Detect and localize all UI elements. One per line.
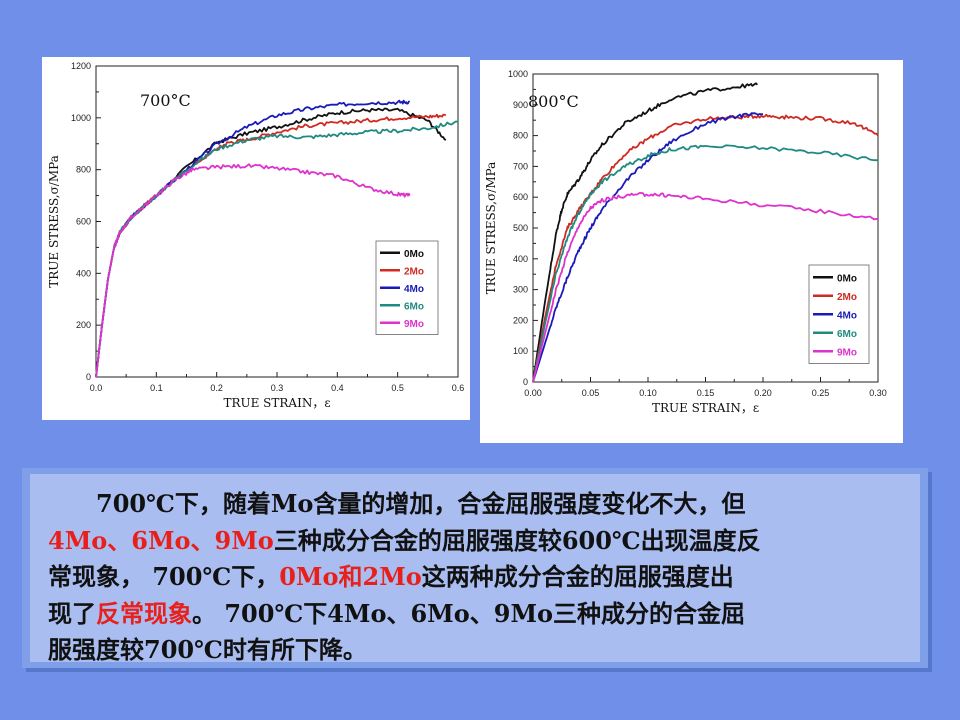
text-red-anomaly: 反常现象 (96, 598, 192, 628)
x-tick-label: 0.10 (639, 388, 657, 398)
chart-800c-panel: 0.00 0.05 0.10 0.15 0.20 0.25 0.30 0 100 200 300 40… (480, 60, 903, 443)
series-line-9Mo (95, 163, 411, 378)
y-tick-label: 800 (513, 131, 528, 141)
x-tick-label: 0.05 (582, 388, 600, 398)
text-red-0mo-2mo: 0Mo和2Mo (279, 562, 422, 591)
y-tick-label: 600 (513, 192, 528, 202)
x-tick-label: 0.00 (524, 388, 542, 398)
y-tick-label: 100 (513, 346, 528, 356)
legend-label-9Mo: 9Mo (837, 347, 857, 358)
description-text: 700℃下，随着Mo含量的增加，合金屈服强度变化不大，但 4Mo、6Mo、9Mo… (30, 474, 920, 664)
x-tick-label: 0.3 (271, 383, 284, 393)
y-tick-label: 600 (76, 217, 91, 227)
y-tick-label: 300 (513, 285, 528, 295)
legend-label-2Mo: 2Mo (404, 266, 424, 277)
text-line-3b: 这两种成分合金的屈服强度出 (421, 562, 734, 591)
legend-label-6Mo: 6Mo (404, 301, 424, 312)
y-tick-label: 1200 (71, 61, 91, 71)
series-line-2Mo (532, 113, 879, 383)
text-line-4b: 。 700℃下4Mo、6Mo、9Mo三种成分的合金屈 (192, 598, 746, 628)
y-tick-label: 1000 (508, 69, 528, 79)
y-axis-label: TRUE STRESS,σ/MPa (484, 162, 498, 295)
description-box: 700℃下，随着Mo含量的增加，合金屈服强度变化不大，但 4Mo、6Mo、9Mo… (22, 468, 928, 668)
x-tick-label: 0.4 (331, 383, 344, 393)
y-tick-label: 200 (513, 315, 528, 325)
legend-label-0Mo: 0Mo (404, 249, 424, 260)
temperature-label-800c: 800°C (528, 92, 579, 111)
y-tick-label: 0 (86, 372, 91, 382)
text-line-5: 服强度较700℃时有所下降。 (48, 635, 367, 664)
series-line-4Mo (532, 112, 764, 383)
x-tick-label: 0.2 (210, 383, 223, 393)
x-tick-label: 0.1 (150, 383, 163, 393)
x-tick-label: 0.0 (90, 383, 103, 393)
y-tick-label: 500 (513, 223, 528, 233)
y-tick-label: 900 (513, 100, 528, 110)
legend-label-4Mo: 4Mo (404, 284, 424, 295)
x-tick-label: 0.20 (754, 388, 772, 398)
series-line-0Mo (532, 82, 758, 383)
x-tick-label: 0.30 (869, 388, 887, 398)
x-tick-label: 0.6 (452, 383, 465, 393)
text-line-4a: 现了 (48, 598, 96, 628)
x-tick-label: 0.25 (812, 388, 830, 398)
text-line-2: 三种成分合金的屈服强度较600℃出现温度反 (273, 525, 761, 555)
x-axis-label: TRUE STRAIN，ε (223, 396, 330, 410)
text-line-3a: 常现象， 700℃下， (48, 562, 280, 591)
series-line-9Mo (532, 192, 879, 383)
chart-700c: 0.0 0.1 0.2 0.3 0.4 0.5 0.6 0 200 400 600 800 1000 12… (47, 61, 465, 410)
text-line-1: 700℃下，随着Mo含量的增加，合金屈服强度变化不大，但 (96, 489, 746, 518)
series-line-6Mo (532, 144, 878, 383)
chart-700c-panel: 0.0 0.1 0.2 0.3 0.4 0.5 0.6 0 200 400 600 800 1000 12… (42, 57, 470, 420)
series-line-4Mo (95, 99, 411, 378)
legend-label-9Mo: 9Mo (404, 319, 424, 330)
y-tick-label: 400 (513, 254, 528, 264)
legend-label-4Mo: 4Mo (837, 310, 857, 321)
x-tick-label: 0.5 (391, 383, 404, 393)
legend-label-2Mo: 2Mo (837, 292, 857, 303)
y-axis-label: TRUE STRESS,σ/MPa (47, 155, 61, 288)
y-tick-label: 1000 (71, 113, 91, 123)
y-tick-label: 0 (523, 377, 528, 387)
text-red-alloys: 4Mo、6Mo、9Mo (48, 525, 274, 555)
y-tick-label: 400 (76, 268, 91, 278)
x-axis-label: TRUE STRAIN，ε (652, 401, 759, 415)
legend-label-0Mo: 0Mo (837, 273, 857, 284)
y-tick-label: 200 (76, 320, 91, 330)
y-tick-label: 800 (76, 165, 91, 175)
x-tick-label: 0.15 (697, 388, 715, 398)
legend-label-6Mo: 6Mo (837, 329, 857, 340)
y-tick-label: 700 (513, 161, 528, 171)
chart-800c: 0.00 0.05 0.10 0.15 0.20 0.25 0.30 0 100 200 300 40… (484, 69, 887, 415)
temperature-label-700c: 700°C (140, 91, 191, 110)
